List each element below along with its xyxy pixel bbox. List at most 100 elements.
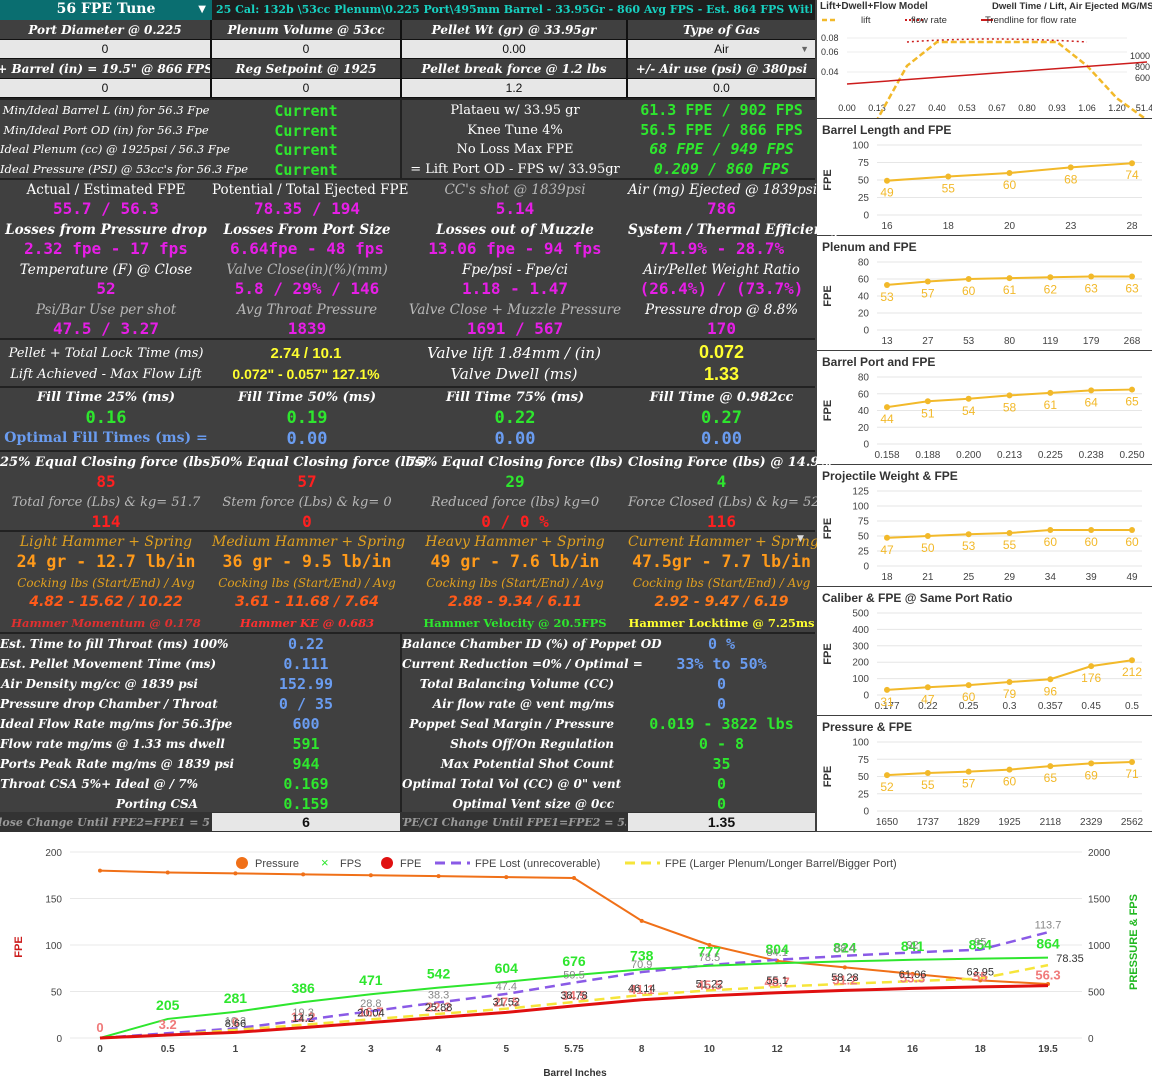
x-tick-label: 0.3 [1003, 701, 1017, 712]
plateau-label: = Lift Port OD - FPS w/ 33.95gr [410, 161, 620, 177]
dropdown-arrow-icon: ▼ [198, 4, 206, 15]
y-tick-label: 50 [858, 176, 870, 187]
fpe-label: 48.7 [764, 975, 789, 990]
ideal-value: Current [274, 102, 338, 120]
x-tick-label: 12 [772, 1044, 784, 1055]
ideal-section: Min/Ideal Barrel L (in) for 56.3 Fpe Curr… [0, 98, 815, 179]
x-tick-label: 0.93 [1048, 103, 1066, 113]
fpe-larger-label: 58.28 [831, 972, 859, 984]
fps-label: 281 [224, 990, 248, 1006]
pressure-point [436, 874, 441, 879]
y-tick-label: 25 [858, 547, 870, 558]
data-label: 50 [921, 541, 935, 555]
barrel-header: + Barrel (in) = 19.5" @ 866 FPS [0, 59, 210, 78]
pressure-point [233, 871, 238, 876]
port-diameter-header: Port Diameter @ 0.225 [0, 20, 210, 39]
fps-label: 676 [562, 953, 586, 969]
cocking-value: 2.88 - 9.34 / 6.11 [447, 594, 583, 610]
y-tick-label: 0.06 [821, 47, 839, 57]
x-tick-label: 0.45 [1081, 701, 1101, 712]
plateau-label: Plataeu w/ 33.95 gr [450, 103, 580, 118]
flow-value: 0.169 [283, 775, 329, 793]
legend-label: Pressure [255, 858, 299, 870]
flow-value: 0.111 [283, 655, 329, 673]
fill-time-value: 0.16 [85, 408, 127, 428]
gas-type-select[interactable]: Air ▼ [628, 40, 815, 58]
plenum-volume-input[interactable]: 0 [212, 40, 400, 58]
plenum-volume-header: Plenum Volume @ 53cc [212, 20, 400, 39]
closing-force-label: 25% Equal Closing force (lbs) [0, 455, 217, 470]
y-tick-label: 0 [863, 440, 869, 451]
data-point [924, 278, 931, 285]
fill-time-label: Fill Time 25% (ms) [36, 390, 176, 405]
data-label: 55 [1003, 538, 1017, 552]
data-label: 60 [1125, 535, 1139, 549]
y-axis-label: FPE [13, 936, 25, 957]
fpe-larger-label: 61.06 [899, 969, 927, 981]
y-tick-label: 0.08 [821, 33, 839, 43]
data-point [924, 770, 931, 777]
x-tick-label: 13 [881, 336, 893, 347]
barrel-input[interactable]: 0 [0, 79, 210, 97]
stat-value: 71.9% - 28.7% [658, 239, 785, 258]
vclose-change-value[interactable]: 6 [212, 813, 400, 831]
ideal-label: Ideal Plenum (cc) @ 1925psi / 56.3 Fpe [0, 142, 230, 156]
vclose-change-label: VClose Change Until FPE2=FPE1 = 55.1 [0, 815, 210, 829]
stat-value: 55.7 / 56.3 [53, 199, 159, 218]
lock-section: Pellet + Total Lock Time (ms) 2.74 / 10.… [0, 338, 815, 386]
pressure-point [707, 943, 712, 947]
x-tick-label: 0.53 [958, 103, 976, 113]
x-tick-label: 2562 [1121, 817, 1144, 828]
side-chart-1: Plenum and FPE 0 20 40 60 80 FPE 13 27 53 80 119 179… [817, 236, 1152, 350]
x-tick-label: 80 [1004, 336, 1016, 347]
y-tick-label: 0 [863, 326, 869, 337]
x-tick-label: 2329 [1080, 817, 1103, 828]
gas-type-value: Air [714, 42, 729, 56]
data-point [1047, 676, 1054, 683]
balance-value: 35 [712, 755, 731, 773]
pressure-point [572, 876, 576, 881]
x-tick-label: 49 [1126, 572, 1138, 583]
y-right-tick-label: 1000 [1130, 51, 1150, 61]
air-use-input[interactable]: 0.0 [628, 79, 815, 97]
tune-selector[interactable]: 56 FPE Tune ▼ [0, 0, 212, 20]
balance-label: Optimal Total Vol (CC) @ 0" vent [402, 777, 622, 791]
stat-value: (26.4%) / (73.7%) [639, 279, 804, 298]
balance-value: 0 % [707, 635, 736, 653]
pellet-weight-input[interactable]: 0.00 [402, 40, 626, 58]
stat-value: 5.8 / 29% / 146 [234, 279, 380, 298]
legend-flow: flow rate [911, 15, 947, 26]
side-chart-4: Caliber & FPE @ Same Port Ratio 0 100 200 30… [817, 587, 1152, 715]
data-label: 55 [942, 182, 956, 196]
lift-achieved-value: 0.072" - 0.057" 127.1% [232, 366, 380, 382]
data-label: 60 [1044, 535, 1058, 549]
stat-label: Potential / Total Ejected FPE [212, 182, 409, 198]
pellet-break-input[interactable]: 1.2 [402, 79, 626, 97]
data-label: 47 [921, 692, 935, 706]
data-label: 64 [1084, 395, 1098, 409]
plateau-value: 61.3 FPE / 902 FPS [640, 101, 803, 119]
total-force-label: Force Closed (Lbs) & kg= 52.4 [628, 495, 832, 510]
y-tick-label: 75 [858, 755, 870, 766]
x-tick-label: 0 [97, 1044, 103, 1055]
cocking-value: 2.92 - 9.47 / 6.19 [654, 594, 789, 610]
stat-value: 170 [707, 319, 736, 338]
fpe-lost-line [99, 931, 1049, 1040]
data-point [1047, 274, 1054, 281]
data-point [965, 395, 972, 402]
y-right-tick-label: 500 [1088, 988, 1105, 999]
fpe-lost-label: 84.1 [766, 947, 787, 959]
closing-force-label: Closing Force (lbs) @ 14.9% [628, 455, 832, 470]
dropdown-arrow-icon[interactable]: ▼ [797, 534, 804, 544]
fpe-ci-change-value[interactable]: 1.35 [628, 813, 815, 831]
y-tick-label: 0 [863, 562, 869, 573]
legend-label: FPE [400, 858, 421, 870]
port-diameter-input[interactable]: 0 [0, 40, 210, 58]
reg-setpoint-input[interactable]: 0 [212, 79, 400, 97]
force-section: 25% Equal Closing force (lbs) 85 Total for… [0, 450, 832, 531]
x-tick-label: 0.177 [874, 701, 899, 712]
y-tick-label: 200 [45, 848, 62, 859]
y-tick-label: 50 [51, 988, 63, 999]
closing-force-value: 85 [96, 472, 116, 491]
legend-trend: Trendline for flow rate [985, 15, 1077, 26]
